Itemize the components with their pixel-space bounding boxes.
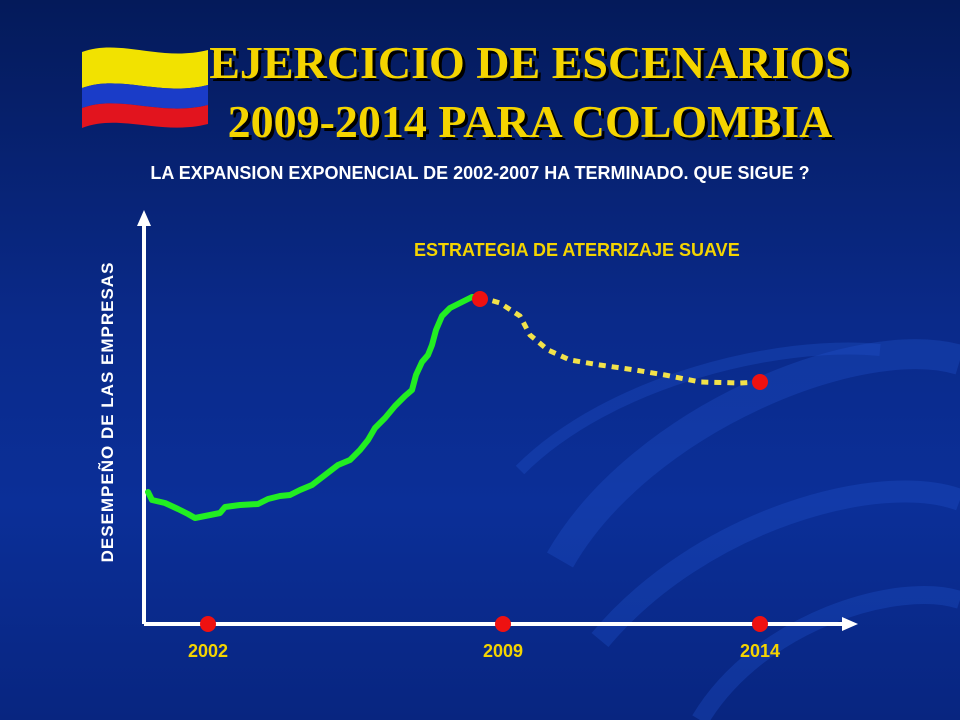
x-tick-2009: 2009 xyxy=(482,641,524,661)
marker-x-2009 xyxy=(495,616,511,632)
slide-title-line2: 2009-2014 PARA COLOMBIA xyxy=(227,96,833,147)
x-tick-2014: 2014 xyxy=(739,641,781,661)
marker-x-2014 xyxy=(752,616,768,632)
slide-subtitle: LA EXPANSION EXPONENCIAL DE 2002-2007 HA… xyxy=(150,163,810,183)
marker-x-2002 xyxy=(200,616,216,632)
scenario-label: ESTRATEGIA DE ATERRIZAJE SUAVE xyxy=(414,240,740,260)
slide-title-line1: EJERCICIO DE ESCENARIOS xyxy=(209,37,851,88)
chart-axes xyxy=(137,210,858,631)
colombia-flag-icon xyxy=(82,47,208,128)
background-swirls xyxy=(515,339,960,720)
marker-2014-value xyxy=(752,374,768,390)
marker-peak xyxy=(472,291,488,307)
x-tick-2002: 2002 xyxy=(187,641,229,661)
soft-landing-scenario-line xyxy=(479,294,761,386)
y-axis-label: DESEMPEÑO DE LAS EMPRESAS xyxy=(98,261,117,563)
x-axis-arrow xyxy=(842,617,858,631)
historical-performance-line xyxy=(145,294,483,521)
y-axis-arrow xyxy=(137,210,151,226)
